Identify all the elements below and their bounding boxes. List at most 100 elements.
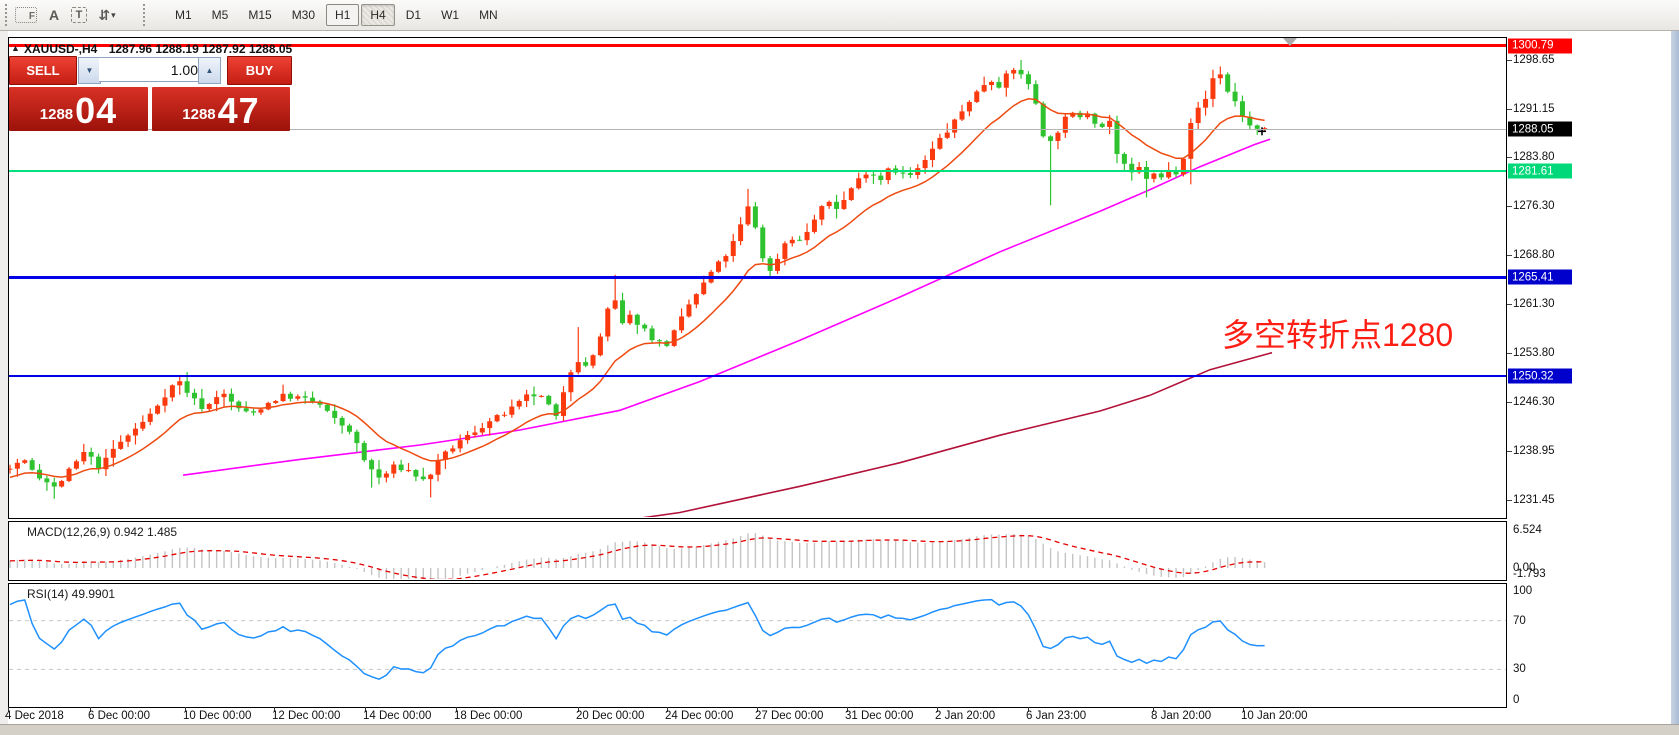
toolbar-drag-handle[interactable] <box>3 4 10 26</box>
price-tick-label: 1261.30 <box>1513 298 1555 311</box>
time-tick-label: 18 Dec 00:00 <box>454 710 523 722</box>
arrows-icon: ⇵ <box>98 6 111 23</box>
time-tick-label: 20 Dec 00:00 <box>576 710 645 722</box>
rsi-axis-label: 70 <box>1513 614 1526 627</box>
time-tick-mark <box>365 707 366 712</box>
timeframe-button-H4[interactable]: H4 <box>361 4 395 26</box>
timeframe-button-MN[interactable]: MN <box>479 8 498 22</box>
font-a-icon[interactable]: A <box>48 7 60 23</box>
chart-title: XAUUSD-,H4 1287.96 1288.19 1287.92 1288.… <box>24 42 292 56</box>
level-line-1300.79 <box>9 44 1506 47</box>
volume-input[interactable] <box>99 57 206 82</box>
buy-price-big-figure: 1288 <box>182 106 216 123</box>
time-tick-label: 31 Dec 00:00 <box>845 710 914 722</box>
price-tick-mark <box>1507 59 1512 61</box>
time-tick-mark <box>937 707 938 712</box>
time-tick-mark <box>1153 707 1154 712</box>
price-badge-1300.79: 1300.79 <box>1508 38 1572 54</box>
sell-price-pips: 04 <box>75 90 118 131</box>
sell-price-big-figure: 1288 <box>39 106 74 123</box>
time-tick-mark <box>667 707 668 712</box>
price-badge-1250.32: 1250.32 <box>1508 368 1572 384</box>
price-tick-label: 1231.45 <box>1513 493 1555 506</box>
price-tick-label: 1291.15 <box>1513 102 1555 115</box>
time-tick-mark <box>90 707 91 712</box>
rsi-panel[interactable] <box>8 583 1507 708</box>
collapse-arrow-icon[interactable]: ▲ <box>11 43 20 53</box>
macd-panel[interactable] <box>8 521 1507 581</box>
chart-shift-marker-icon[interactable] <box>1283 38 1297 46</box>
price-tick-label: 1298.65 <box>1513 53 1555 66</box>
time-tick-label: 14 Dec 00:00 <box>363 710 432 722</box>
time-tick-label: 10 Jan 20:00 <box>1241 710 1308 722</box>
price-tick-mark <box>1507 205 1512 207</box>
rsi-axis-label: 100 <box>1513 585 1533 597</box>
price-tick-label: 1238.95 <box>1513 444 1555 457</box>
rsi-indicator-label: RSI(14) 49.9901 <box>27 587 116 601</box>
volume-increase-button[interactable]: ▲ <box>198 57 221 84</box>
price-tick-label: 1276.30 <box>1513 199 1555 212</box>
price-badge-1265.41: 1265.41 <box>1508 269 1572 285</box>
price-badge-1288.05: 1288.05 <box>1508 121 1572 137</box>
arrows-tool[interactable]: ⇵ ▾ <box>91 3 123 27</box>
time-tick-mark <box>274 707 275 712</box>
grid-f-icon[interactable]: F <box>15 7 37 23</box>
price-tick-label: 1268.80 <box>1513 249 1555 262</box>
price-tick-mark <box>1507 156 1512 158</box>
time-tick-label: 2 Jan 20:00 <box>935 710 996 722</box>
window-bottom-border <box>0 724 1679 735</box>
level-line-1250.32 <box>9 374 1506 378</box>
macd-axis-label: 6.524 <box>1513 524 1542 537</box>
level-line-1281.61 <box>9 169 1506 173</box>
time-tick-label: 6 Dec 00:00 <box>88 710 151 722</box>
price-tick-mark <box>1507 108 1512 110</box>
price-tick-label: 1283.80 <box>1513 150 1555 163</box>
timeframe-button-H1[interactable]: H1 <box>326 4 360 26</box>
dropdown-caret-icon: ▾ <box>111 9 116 20</box>
buy-price-pips: 47 <box>217 90 260 131</box>
price-tick-mark <box>1507 499 1512 501</box>
time-tick-mark <box>456 707 457 712</box>
time-tick-mark <box>757 707 758 712</box>
chart-annotation-text: 多空转折点1280 <box>1222 317 1454 353</box>
time-tick-mark <box>1028 707 1029 712</box>
rsi-axis-label: 0 <box>1513 694 1520 706</box>
ohlc-quote: 1287.96 1288.19 1287.92 1288.05 <box>108 42 293 56</box>
level-line-1265.41 <box>9 276 1506 279</box>
price-tick-mark <box>1507 450 1512 452</box>
time-tick-label: 12 Dec 00:00 <box>272 710 341 722</box>
volume-decrease-button[interactable]: ▼ <box>78 57 101 84</box>
time-tick-mark <box>8 707 9 712</box>
timeframe-button-M1[interactable]: M1 <box>175 8 192 22</box>
time-tick-label: 27 Dec 00:00 <box>755 710 824 722</box>
price-tick-mark <box>1507 402 1512 404</box>
window-right-border <box>1671 31 1679 735</box>
macd-axis-label: 0.00 <box>1513 562 1536 574</box>
time-tick-mark <box>578 707 579 712</box>
price-tick-mark <box>1507 353 1512 355</box>
timeframe-group: M1 M5 M15 M30 H1 H4 D1 W1 MN <box>165 4 508 26</box>
timeframe-button-W1[interactable]: W1 <box>441 8 460 22</box>
time-tick-mark <box>185 707 186 712</box>
timeframe-button-D1[interactable]: D1 <box>405 8 422 22</box>
price-badge-1281.61: 1281.61 <box>1508 163 1572 179</box>
time-tick-label: 8 Jan 20:00 <box>1151 710 1212 722</box>
time-tick-mark <box>847 707 848 712</box>
toolbar: F A T ⇵ ▾ M1 M5 M15 M30 H1 H4 D1 W1 MN <box>0 0 1679 31</box>
trade-controls-row: SELL ▼ ▲ BUY <box>9 56 292 85</box>
sell-price-display[interactable]: 1288 04 <box>9 87 148 131</box>
sell-button[interactable]: SELL <box>9 56 77 85</box>
rsi-axis-label: 30 <box>1513 663 1526 676</box>
text-label-icon[interactable]: T <box>71 7 87 23</box>
macd-axis-label: -1.793 <box>1513 568 1546 580</box>
price-tick-label: 1246.30 <box>1513 396 1555 409</box>
timeframe-button-M30[interactable]: M30 <box>291 8 316 22</box>
timeframe-button-M5[interactable]: M5 <box>211 8 229 22</box>
time-tick-label: 24 Dec 00:00 <box>665 710 734 722</box>
time-tick-mark <box>1243 707 1244 712</box>
macd-indicator-label: MACD(12,26,9) 0.942 1.485 <box>27 525 178 539</box>
buy-price-display[interactable]: 1288 47 <box>152 87 290 131</box>
timeframe-button-M15[interactable]: M15 <box>248 8 272 22</box>
buy-button[interactable]: BUY <box>227 56 292 85</box>
